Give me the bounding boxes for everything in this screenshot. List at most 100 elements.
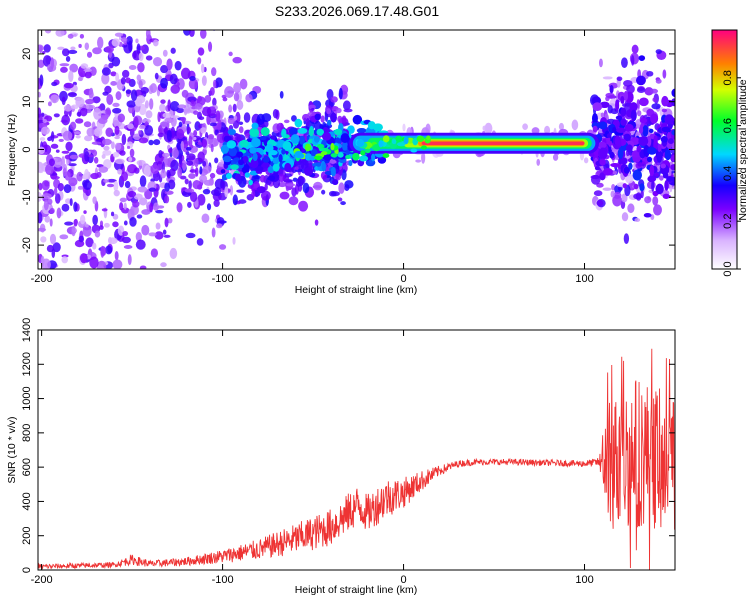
spectral-blob bbox=[120, 77, 126, 85]
spectral-blob bbox=[68, 70, 74, 83]
spectral-blob bbox=[93, 127, 103, 137]
spectral-blob bbox=[158, 149, 163, 159]
spectral-blob bbox=[75, 134, 81, 139]
spectral-blob bbox=[184, 178, 189, 185]
spectral-blob bbox=[121, 133, 127, 146]
spectral-blob bbox=[202, 160, 207, 167]
spectral-blob bbox=[38, 227, 47, 232]
spectral-blob bbox=[632, 169, 642, 181]
spectral-blob bbox=[208, 134, 215, 140]
spectral-blob bbox=[174, 60, 182, 71]
spectral-blob bbox=[245, 93, 253, 103]
spectral-blob bbox=[183, 30, 191, 36]
spectral-blob bbox=[135, 38, 139, 44]
spectral-blob bbox=[61, 96, 66, 106]
spectral-blob bbox=[70, 46, 76, 51]
spectral-blob bbox=[121, 207, 130, 214]
ridge-knot bbox=[317, 143, 325, 149]
x-tick-label: -200 bbox=[31, 574, 53, 586]
spectral-blob bbox=[209, 172, 216, 179]
spectral-blob bbox=[255, 166, 264, 172]
spectral-blob bbox=[154, 72, 159, 80]
spectral-blob bbox=[149, 202, 154, 213]
spectral-blob bbox=[84, 71, 92, 79]
spectral-blob bbox=[136, 159, 146, 166]
spectral-blob bbox=[83, 68, 92, 72]
spectral-blob bbox=[162, 49, 168, 57]
spectral-blob bbox=[212, 79, 217, 89]
ridge-knot bbox=[382, 135, 390, 143]
spectral-blob bbox=[671, 129, 675, 136]
spectral-blob bbox=[136, 95, 146, 104]
spectral-blob bbox=[616, 127, 626, 133]
spectral-blob bbox=[187, 96, 197, 103]
spectral-blob bbox=[52, 157, 63, 168]
spectral-blob bbox=[238, 121, 244, 125]
spectral-blob bbox=[232, 236, 236, 245]
spectral-blob bbox=[636, 145, 642, 153]
spectral-blob bbox=[201, 138, 208, 148]
spectral-blob bbox=[115, 91, 122, 101]
spectral-blob bbox=[92, 47, 102, 55]
spectral-blob bbox=[624, 123, 634, 132]
colorbar-tick-label: 0.4 bbox=[722, 166, 734, 181]
spectral-blob bbox=[606, 133, 612, 138]
spectral-blob bbox=[634, 217, 641, 222]
spectral-blob bbox=[224, 186, 229, 198]
spectral-blob bbox=[616, 76, 623, 81]
spectral-blob bbox=[281, 128, 287, 139]
spectral-blob bbox=[117, 321, 127, 330]
spectral-blob bbox=[99, 225, 104, 230]
spectral-blob bbox=[664, 180, 669, 191]
spectral-blob bbox=[279, 90, 284, 99]
spectral-blob bbox=[425, 123, 431, 135]
spectral-blob bbox=[290, 134, 300, 144]
spectral-blob bbox=[101, 154, 106, 159]
spectral-blob bbox=[189, 191, 198, 203]
ridge-knot bbox=[378, 140, 384, 148]
spectral-blob bbox=[63, 184, 72, 194]
spectral-blob bbox=[236, 151, 244, 158]
spectral-blob bbox=[141, 209, 151, 215]
spectral-blob bbox=[617, 147, 624, 159]
spectral-blob bbox=[51, 248, 56, 259]
spectral-blob bbox=[68, 177, 78, 187]
ridge-knot bbox=[412, 138, 419, 146]
spectral-blob bbox=[150, 164, 160, 175]
spectral-blob bbox=[215, 110, 221, 122]
x-tick-label: 100 bbox=[575, 574, 593, 586]
spectral-blob bbox=[235, 133, 242, 144]
spectral-blob bbox=[125, 89, 132, 95]
spectral-blob bbox=[84, 42, 90, 50]
spectral-blob bbox=[278, 154, 283, 163]
spectral-blob bbox=[83, 121, 92, 128]
spectral-blob bbox=[59, 234, 69, 240]
spectral-blob bbox=[170, 47, 176, 54]
spectral-blob bbox=[127, 254, 132, 266]
spectral-blob bbox=[259, 135, 267, 141]
spectral-blob bbox=[48, 3, 52, 9]
spectral-blob bbox=[113, 2, 121, 13]
spectral-blob bbox=[57, 46, 65, 51]
y-tick-label: 10 bbox=[21, 96, 33, 108]
spectral-blob bbox=[102, 149, 112, 156]
spectral-blob bbox=[67, 33, 74, 39]
spectral-blob bbox=[620, 107, 627, 117]
spectral-blob bbox=[138, 137, 149, 144]
spectral-blob bbox=[167, 217, 173, 224]
spectral-blob bbox=[343, 108, 353, 113]
ridge-knot bbox=[426, 135, 431, 141]
spectral-blob bbox=[208, 177, 214, 186]
spectral-blob bbox=[614, 135, 622, 147]
spectral-blob bbox=[211, 67, 217, 77]
spectral-blob bbox=[337, 197, 343, 202]
spectral-blob bbox=[160, 77, 168, 89]
spectral-blob bbox=[415, 159, 422, 163]
spectral-blob bbox=[210, 143, 214, 153]
spectral-blob bbox=[341, 140, 348, 151]
spectral-blob bbox=[114, 136, 120, 140]
ridge-knot bbox=[345, 154, 351, 160]
spectral-blob bbox=[421, 151, 426, 164]
spectral-blob bbox=[210, 189, 220, 196]
spectral-blob bbox=[97, 117, 108, 124]
